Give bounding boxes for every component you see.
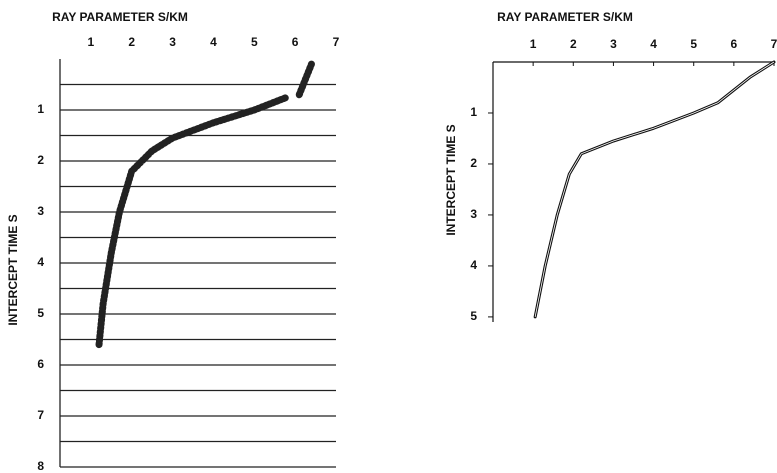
x-tick-label: 5 — [690, 37, 697, 51]
x-tick-label: 5 — [251, 35, 258, 49]
data-curve — [299, 64, 311, 95]
x-tick-label: 3 — [610, 37, 617, 51]
y-tick-label: 4 — [37, 255, 44, 269]
y-tick-label: 7 — [37, 408, 44, 422]
x-tick-label: 6 — [292, 35, 299, 49]
data-curve-inner — [535, 62, 774, 317]
figure: RAY PARAMETER S/KM INTERCEPT TIME S 1 2 3 4 5 6… — [0, 0, 777, 473]
x-tick-label: 1 — [530, 37, 537, 51]
y-tick-label: 3 — [470, 207, 477, 221]
y-tick-label: 2 — [37, 153, 44, 167]
x-tick-label: 7 — [333, 35, 340, 49]
x-axis-label: RAY PARAMETER S/KM — [52, 10, 188, 24]
y-tick-label: 4 — [470, 258, 477, 272]
data-curve — [535, 62, 774, 317]
y-tick-label: 5 — [470, 309, 477, 323]
y-tick-label: 2 — [470, 156, 477, 170]
x-tick-label: 3 — [169, 35, 176, 49]
x-axis-label: RAY PARAMETER S/KM — [497, 10, 633, 24]
y-axis-label: INTERCEPT TIME S — [6, 214, 20, 325]
y-tick-label: 6 — [37, 357, 44, 371]
x-tick-label: 2 — [128, 35, 135, 49]
y-tick-label: 8 — [37, 459, 44, 473]
y-axis-label: INTERCEPT TIME S — [444, 124, 458, 235]
y-tick-label: 1 — [37, 102, 44, 116]
x-tick-label: 6 — [731, 37, 738, 51]
x-tick-label: 7 — [771, 37, 777, 51]
y-tick-label: 5 — [37, 306, 44, 320]
x-tick-label: 4 — [210, 35, 217, 49]
y-tick-label: 1 — [470, 105, 477, 119]
x-tick-label: 2 — [570, 37, 577, 51]
x-tick-label: 4 — [650, 37, 657, 51]
x-tick-label: 1 — [88, 35, 95, 49]
y-tick-label: 3 — [37, 204, 44, 218]
data-curve — [99, 97, 287, 344]
